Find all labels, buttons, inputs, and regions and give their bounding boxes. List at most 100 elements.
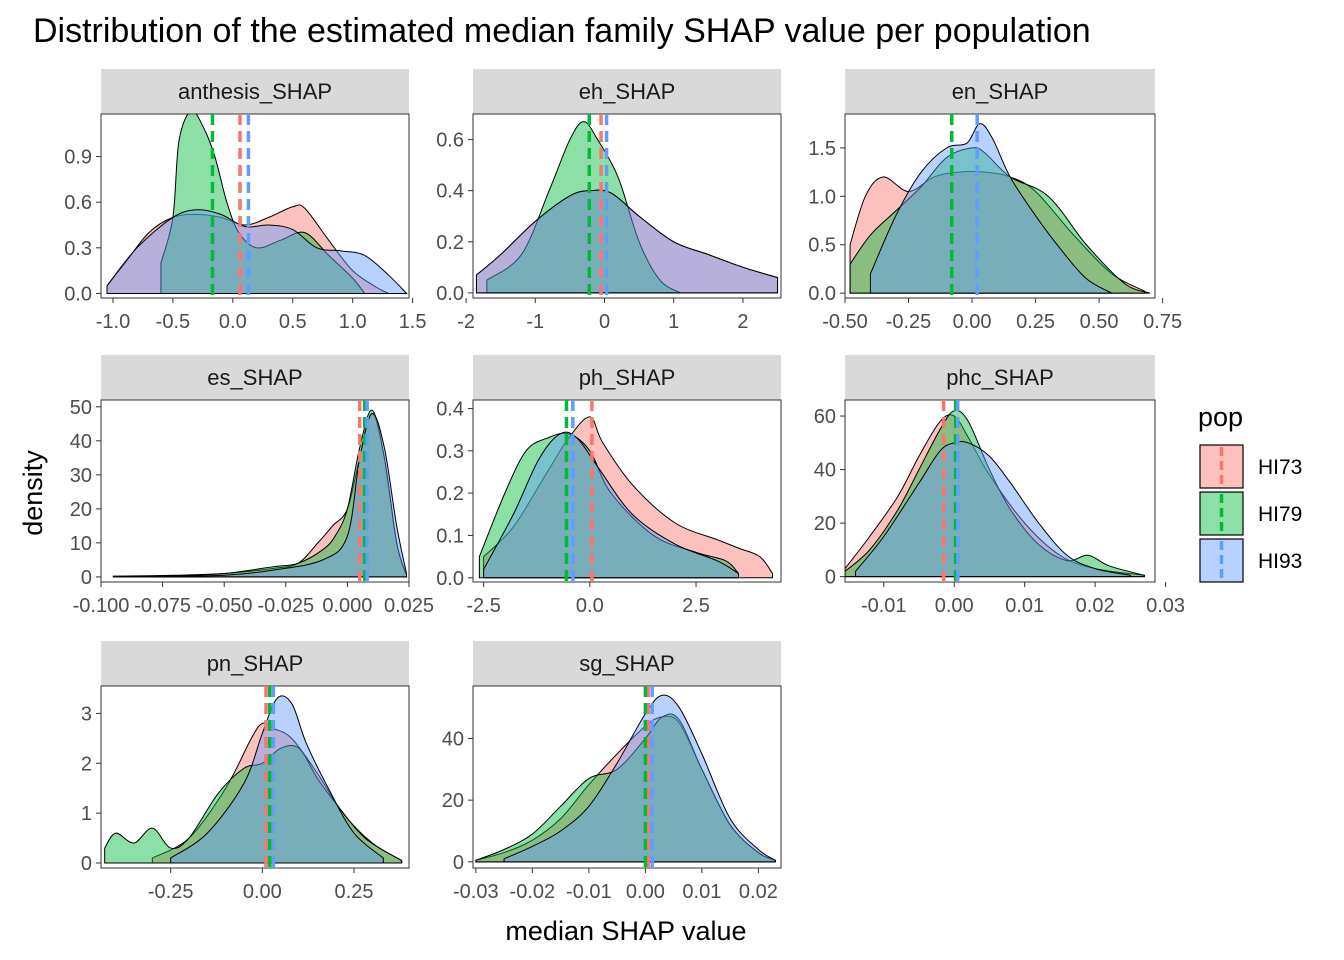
x-tick-label: 0.02 <box>1076 595 1115 617</box>
y-tick-label: 0.6 <box>64 192 92 214</box>
x-tick-label: -2 <box>457 311 475 333</box>
legend-item-HI79: HI79 <box>1199 491 1302 536</box>
facet-strip-label: en_SHAP <box>952 79 1049 104</box>
facet-panel-eh_SHAP: eh_SHAP 0.0 0.2 0.4 0.6 -2 -1 0 1 2 <box>436 69 782 333</box>
y-tick-label: 0 <box>825 567 836 589</box>
facet-panel-sg_SHAP: sg_SHAP 0 20 40 -0.03 -0.02 -0.01 0.00 0.01 0.02 <box>442 641 782 903</box>
x-tick-label: 0.00 <box>935 595 974 617</box>
density-area-HI79 <box>845 409 1145 578</box>
facet-strip <box>473 355 781 400</box>
x-tick-label: 0.25 <box>1016 311 1055 333</box>
y-tick-label: 1.5 <box>808 138 836 160</box>
x-tick-label: 0.25 <box>335 881 374 903</box>
density-area-HI79 <box>478 432 740 579</box>
facet-strip <box>473 641 781 686</box>
y-tick-label: 0.1 <box>436 525 464 547</box>
panel-frame <box>100 399 410 583</box>
chart-title: Distribution of the estimated median fam… <box>33 12 1091 50</box>
x-tick-label: 0.5 <box>279 311 307 333</box>
x-tick-label: 0.0 <box>576 595 604 617</box>
x-tick-label: 0.02 <box>739 881 778 903</box>
plot-area <box>849 114 1151 298</box>
y-tick-label: 0.0 <box>808 283 836 305</box>
x-tick-label: 0.0 <box>219 311 247 333</box>
x-tick-label: 0.75 <box>1143 311 1182 333</box>
y-tick-label: 3 <box>81 703 92 725</box>
plot-area <box>106 114 408 298</box>
legend-label: HI73 <box>1258 456 1302 479</box>
y-tick-label: 50 <box>70 397 92 419</box>
y-tick-label: 20 <box>814 513 836 535</box>
x-tick-label: 0.000 <box>322 595 372 617</box>
y-tick-label: 0 <box>81 567 92 589</box>
density-area-HI93 <box>475 189 779 294</box>
facet-strip-label: phc_SHAP <box>946 365 1054 390</box>
x-tick-label: 0.01 <box>1005 595 1044 617</box>
facet-panel-phc_SHAP: phc_SHAP 0 20 40 60 -0.01 0.00 0.01 0.02 0.03 <box>814 355 1185 617</box>
y-tick-label: 0 <box>453 852 464 874</box>
x-tick-label: -0.075 <box>134 595 191 617</box>
plot-area <box>845 400 1145 582</box>
y-tick-label: 0.0 <box>436 283 464 305</box>
x-tick-label: -0.100 <box>73 595 130 617</box>
x-tick-label: 1.5 <box>399 311 427 333</box>
density-area-HI93 <box>855 440 1131 578</box>
plot-area <box>104 686 403 868</box>
legend-label: HI93 <box>1258 550 1302 573</box>
panel-frame <box>844 113 1156 299</box>
plot-area <box>475 686 776 868</box>
x-tick-label: -0.025 <box>257 595 314 617</box>
facet-strip <box>845 69 1155 114</box>
facet-strip-label: sg_SHAP <box>579 651 674 676</box>
plot-area <box>478 400 773 582</box>
x-tick-label: 0.025 <box>384 595 434 617</box>
y-tick-label: 0.2 <box>436 232 464 254</box>
y-tick-label: 0.2 <box>436 483 464 505</box>
facet-strip <box>101 355 409 400</box>
x-tick-label: -2.5 <box>466 595 500 617</box>
y-tick-label: 0.4 <box>436 181 464 203</box>
y-tick-label: 0.5 <box>808 235 836 257</box>
x-tick-label: 1 <box>668 311 679 333</box>
legend-label: HI79 <box>1258 503 1302 526</box>
y-tick-label: 0.9 <box>64 147 92 169</box>
x-tick-label: -1.0 <box>96 311 130 333</box>
facet-strip-label: es_SHAP <box>207 365 302 390</box>
x-tick-label: 1.0 <box>339 311 367 333</box>
facet-strip-label: anthesis_SHAP <box>178 79 332 104</box>
facet-strip <box>101 69 409 114</box>
x-tick-label: -0.50 <box>822 311 868 333</box>
x-tick-label: -0.02 <box>510 881 556 903</box>
facet-panels: anthesis_SHAP 0.0 0.3 0.6 0.9 -1.0 -0.5 0.0 0.5 1… <box>64 69 1185 903</box>
y-tick-label: 0.3 <box>436 441 464 463</box>
y-tick-label: 60 <box>814 406 836 428</box>
legend-items: HI73 HI79 HI93 <box>1199 444 1302 583</box>
y-tick-label: 1 <box>81 803 92 825</box>
legend: pop HI73 HI79 HI93 <box>1198 402 1302 583</box>
x-tick-label: -0.050 <box>196 595 253 617</box>
x-tick-label: 0.00 <box>626 881 665 903</box>
y-tick-label: 0.0 <box>436 568 464 590</box>
legend-item-HI93: HI93 <box>1199 538 1302 583</box>
y-tick-label: 20 <box>442 790 464 812</box>
y-tick-label: 30 <box>70 465 92 487</box>
panel-frame <box>472 685 782 869</box>
y-tick-label: 0.6 <box>436 130 464 152</box>
facet-strip <box>473 69 781 114</box>
facet-panel-anthesis_SHAP: anthesis_SHAP 0.0 0.3 0.6 0.9 -1.0 -0.5 0.0 0.5 1… <box>64 69 427 333</box>
x-tick-label: -0.25 <box>148 881 194 903</box>
x-tick-label: -0.25 <box>886 311 932 333</box>
x-tick-label: -0.01 <box>861 595 907 617</box>
x-tick-label: -0.01 <box>566 881 612 903</box>
facet-strip-label: eh_SHAP <box>579 79 676 104</box>
facet-panel-es_SHAP: es_SHAP 0 10 20 30 40 50 -0.100 -0.075 -0.050 -0.0… <box>70 355 434 617</box>
y-tick-label: 0.3 <box>64 238 92 260</box>
y-tick-label: 40 <box>70 431 92 453</box>
density-area-HI79 <box>486 121 683 294</box>
x-tick-label: 0.01 <box>682 881 721 903</box>
y-tick-label: 2 <box>81 753 92 775</box>
density-area-HI93 <box>106 209 408 294</box>
density-area-HI93 <box>170 695 384 864</box>
x-tick-label: 0 <box>599 311 610 333</box>
